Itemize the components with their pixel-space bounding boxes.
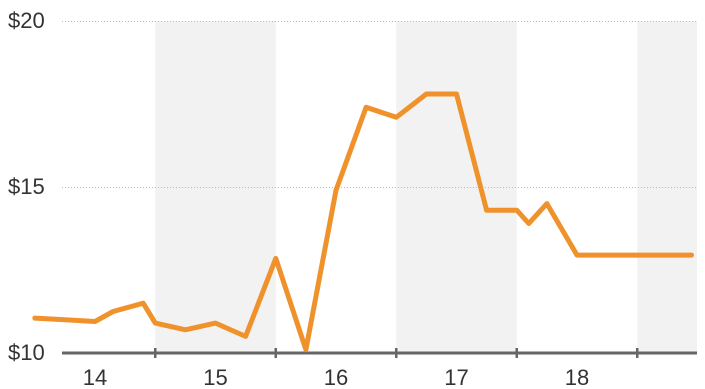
series-layer <box>32 91 694 353</box>
gridlines <box>62 21 697 188</box>
band-trailing <box>637 21 697 353</box>
band-17 <box>396 21 517 353</box>
y-tick-label-$10: $10 <box>8 340 45 365</box>
series-line-0 <box>32 91 694 353</box>
x-tick-label-15: 15 <box>203 365 227 389</box>
y-tick-label-$15: $15 <box>8 174 45 199</box>
x-tick-label-14: 14 <box>83 365 107 389</box>
x-tick-label-16: 16 <box>324 365 348 389</box>
x-axis <box>62 348 697 358</box>
x-tick-label-18: 18 <box>565 365 589 389</box>
background-bands <box>155 21 697 353</box>
x-tick-label-17: 17 <box>444 365 468 389</box>
x-axis-labels: 14 15 16 17 18 <box>83 365 589 389</box>
y-axis-labels: $10 $15 $20 <box>8 8 45 365</box>
y-tick-label-$20: $20 <box>8 8 45 33</box>
